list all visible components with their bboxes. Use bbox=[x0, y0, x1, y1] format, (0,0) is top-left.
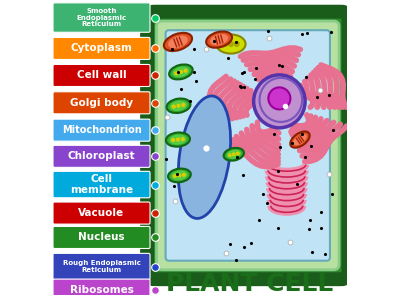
Text: Vacuole: Vacuole bbox=[78, 208, 124, 218]
Ellipse shape bbox=[216, 34, 246, 54]
Circle shape bbox=[184, 69, 187, 72]
Text: Chloroplast: Chloroplast bbox=[68, 151, 135, 161]
Text: Cell
membrane: Cell membrane bbox=[70, 174, 133, 195]
FancyBboxPatch shape bbox=[53, 253, 150, 280]
Circle shape bbox=[228, 42, 233, 46]
Circle shape bbox=[181, 138, 184, 141]
FancyBboxPatch shape bbox=[53, 279, 150, 300]
Text: Rough Endoplasmic
Reticulum: Rough Endoplasmic Reticulum bbox=[62, 260, 140, 273]
Ellipse shape bbox=[210, 34, 228, 45]
FancyBboxPatch shape bbox=[53, 64, 150, 86]
Circle shape bbox=[237, 152, 239, 154]
Text: Cell wall: Cell wall bbox=[77, 70, 126, 80]
Circle shape bbox=[183, 173, 185, 176]
FancyBboxPatch shape bbox=[53, 226, 150, 248]
Text: Mitochondrion: Mitochondrion bbox=[62, 125, 141, 135]
Ellipse shape bbox=[167, 98, 190, 113]
Circle shape bbox=[174, 175, 176, 177]
Ellipse shape bbox=[254, 75, 305, 128]
Circle shape bbox=[180, 70, 182, 74]
Circle shape bbox=[175, 72, 178, 75]
Circle shape bbox=[176, 138, 179, 141]
Ellipse shape bbox=[260, 78, 302, 122]
Ellipse shape bbox=[169, 64, 193, 80]
Text: Cytoplasm: Cytoplasm bbox=[70, 44, 132, 53]
Circle shape bbox=[234, 42, 239, 46]
Circle shape bbox=[182, 103, 185, 106]
Ellipse shape bbox=[164, 33, 192, 51]
FancyBboxPatch shape bbox=[147, 12, 348, 279]
FancyBboxPatch shape bbox=[166, 30, 330, 261]
FancyBboxPatch shape bbox=[53, 202, 150, 224]
Ellipse shape bbox=[268, 87, 290, 110]
FancyBboxPatch shape bbox=[156, 21, 339, 270]
Text: Smooth
Endoplasmic
Reticulum: Smooth Endoplasmic Reticulum bbox=[76, 8, 126, 27]
Ellipse shape bbox=[206, 32, 232, 48]
Ellipse shape bbox=[166, 133, 190, 147]
Ellipse shape bbox=[178, 96, 231, 218]
Ellipse shape bbox=[168, 36, 188, 48]
Circle shape bbox=[178, 174, 181, 177]
Ellipse shape bbox=[168, 169, 191, 182]
Ellipse shape bbox=[171, 170, 188, 180]
FancyBboxPatch shape bbox=[53, 145, 150, 167]
Text: Nucleus: Nucleus bbox=[78, 232, 125, 242]
FancyBboxPatch shape bbox=[53, 119, 150, 141]
Ellipse shape bbox=[170, 100, 187, 111]
Circle shape bbox=[228, 154, 231, 156]
Circle shape bbox=[172, 139, 174, 141]
Circle shape bbox=[223, 42, 227, 46]
FancyBboxPatch shape bbox=[53, 3, 150, 32]
Text: PLANT CELL: PLANT CELL bbox=[166, 272, 334, 296]
Ellipse shape bbox=[169, 134, 187, 145]
Ellipse shape bbox=[290, 131, 310, 148]
Circle shape bbox=[172, 105, 175, 108]
FancyBboxPatch shape bbox=[53, 92, 150, 114]
Circle shape bbox=[177, 104, 180, 107]
Text: Ribosomes: Ribosomes bbox=[70, 285, 134, 295]
Text: Golgi body: Golgi body bbox=[70, 98, 133, 108]
FancyBboxPatch shape bbox=[53, 38, 150, 59]
Ellipse shape bbox=[172, 67, 189, 77]
Circle shape bbox=[232, 153, 235, 155]
Ellipse shape bbox=[293, 134, 307, 145]
Ellipse shape bbox=[226, 150, 241, 159]
Ellipse shape bbox=[224, 148, 244, 161]
FancyBboxPatch shape bbox=[53, 171, 150, 198]
